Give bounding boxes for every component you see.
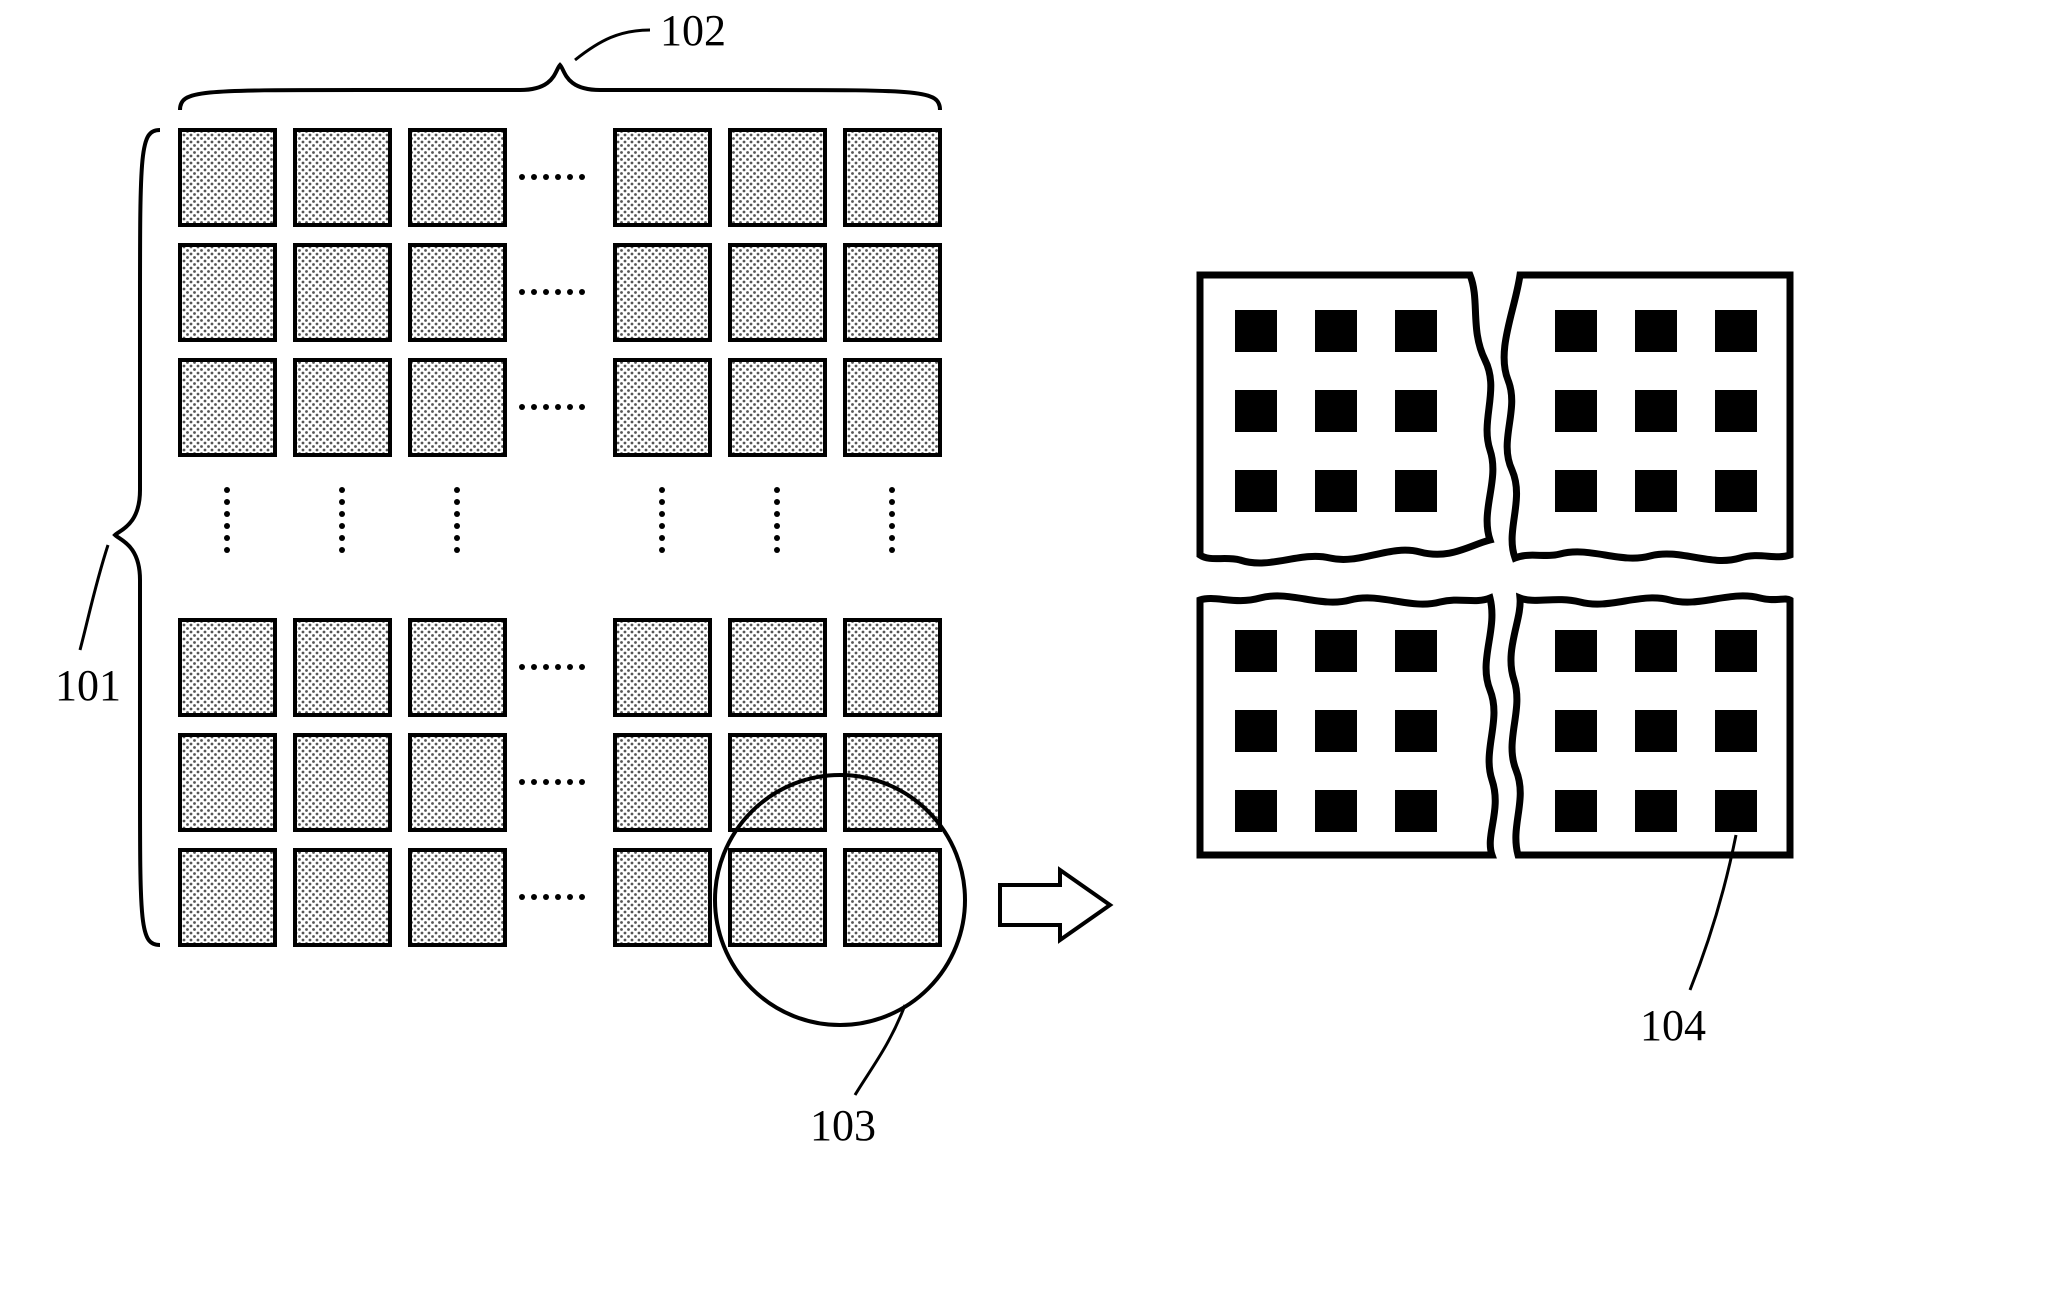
label-104: 104 bbox=[1640, 1001, 1706, 1050]
label-101: 101 bbox=[55, 661, 121, 710]
left-grid bbox=[180, 130, 940, 945]
figure-root: 102 101 103 bbox=[0, 0, 2067, 1303]
subgrid-tl bbox=[1235, 310, 1437, 512]
subgrid-bl bbox=[1235, 630, 1437, 832]
subgrid-br bbox=[1555, 630, 1757, 832]
subgrid-tr bbox=[1555, 310, 1757, 512]
label-102: 102 bbox=[660, 6, 726, 55]
brace-top bbox=[180, 30, 940, 110]
h-ellipsis bbox=[519, 174, 585, 900]
right-panel bbox=[1200, 275, 1790, 990]
brace-left bbox=[80, 130, 160, 945]
superblock-tr bbox=[615, 130, 940, 455]
superblock-tl bbox=[180, 130, 505, 455]
arrow-right-icon bbox=[1000, 870, 1110, 940]
superblock-br bbox=[615, 620, 940, 945]
label-103: 103 bbox=[810, 1101, 876, 1150]
superblock-bl bbox=[180, 620, 505, 945]
v-ellipsis bbox=[224, 487, 895, 553]
